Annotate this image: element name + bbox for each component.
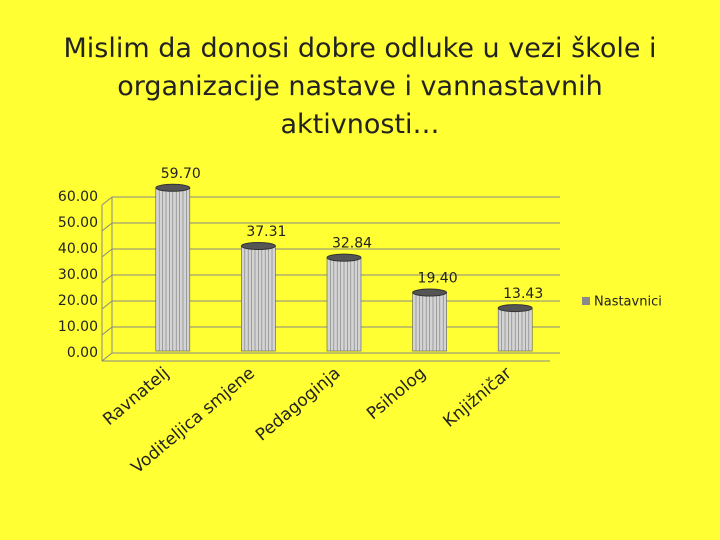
grid-line-side (101, 352, 113, 362)
bar-top (326, 253, 362, 262)
bar-top (155, 183, 191, 192)
grid-line-side (101, 300, 113, 310)
bar-top (412, 288, 448, 297)
y-tick-label: 0.00 (67, 345, 98, 361)
grid-line-side (101, 222, 113, 232)
x-tick-label: Psiholog (363, 363, 430, 424)
value-label: 19.40 (418, 271, 458, 287)
legend-swatch (582, 297, 590, 305)
bar-top (240, 241, 276, 250)
y-tick-label: 10.00 (58, 319, 98, 335)
chart-title: Mislim da donosi dobre odluke u vezi ško… (63, 33, 657, 140)
grid-line-side (101, 196, 113, 206)
x-tick-label: Knjižničar (440, 363, 516, 431)
value-label: 13.43 (503, 286, 543, 302)
value-label: 32.84 (332, 236, 372, 252)
value-label: 37.31 (246, 224, 286, 240)
y-tick-label: 50.00 (58, 215, 98, 231)
legend-label: Nastavnici (594, 295, 662, 310)
y-tick-label: 40.00 (58, 241, 98, 257)
bar-top (497, 304, 533, 313)
x-tick-label: Ravnatelj (99, 363, 173, 430)
x-tick-label: Pedagoginja (252, 363, 344, 445)
grid-line-side (101, 248, 113, 258)
y-tick-label: 20.00 (58, 293, 98, 309)
y-tick-label: 60.00 (58, 189, 98, 205)
grid-line-side (101, 326, 113, 336)
y-tick-label: 30.00 (58, 267, 98, 283)
grid-line-side (101, 274, 113, 284)
value-label: 59.70 (161, 166, 201, 182)
